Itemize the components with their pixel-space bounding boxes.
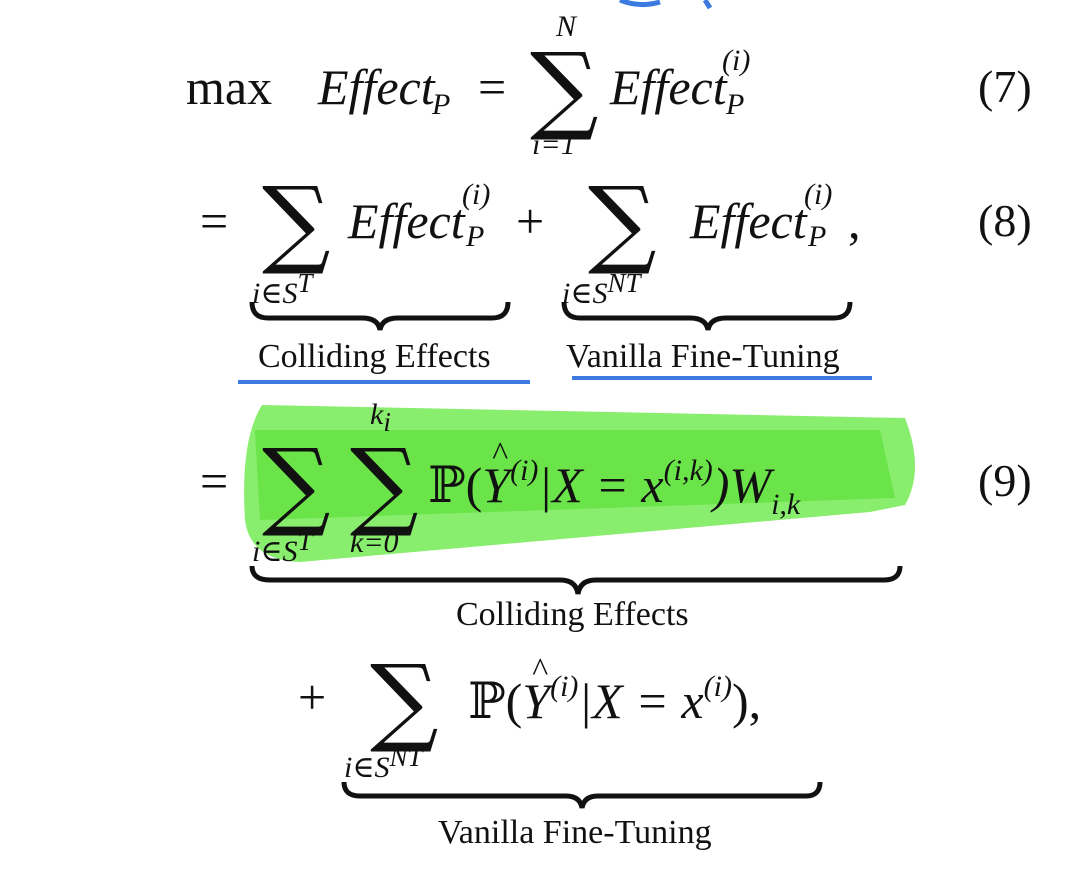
sum-2-lower-limit: k=0 (350, 526, 399, 559)
effect-rhs-sup: (i) (722, 44, 751, 77)
sum-1-lower-limit: i∈ST (252, 526, 313, 568)
sum-upper-limit: N (556, 10, 577, 43)
equals-sign: = (200, 193, 229, 249)
plus-sign: + (516, 193, 545, 249)
probability-term: ℙ(Y(i)|X = x(i,k))Wi,k (428, 438, 800, 520)
comma: , (848, 193, 861, 249)
sum-symbol-2: ∑ (588, 166, 657, 278)
equals-sign: = (478, 59, 507, 115)
underbrace-eq8-right (561, 301, 853, 331)
brace-label-colliding-effects: Colliding Effects (258, 338, 491, 375)
underbrace-eq9-right (341, 781, 823, 809)
effect-term-1-sup: (i) (462, 178, 491, 211)
annotation-scribble-top (619, 0, 661, 8)
sum-symbol-1: ∑ (262, 428, 331, 540)
effect-term-1: Effect (348, 193, 465, 249)
equation-number-9: (9) (978, 455, 1032, 506)
probability-tail-term: ℙ(Y(i)|X = x(i)), (468, 654, 761, 726)
effect-lhs: Effect (318, 59, 435, 115)
sum-symbol-3: ∑ (370, 644, 439, 756)
sum-lower-limit: i=1 (532, 128, 576, 161)
effect-rhs: Effect (610, 59, 727, 115)
annotation-scribble-top-2 (702, 0, 713, 10)
sum-symbol-1: ∑ (262, 166, 331, 278)
effect-lhs-sub: P (432, 88, 451, 121)
effect-rhs-sub: P (726, 88, 745, 121)
effect-term-2-sup: (i) (804, 178, 833, 211)
sum-3-lower-limit: i∈SNT (344, 742, 423, 784)
sum-1-lower-limit: i∈ST (252, 268, 313, 310)
equals-sign: = (200, 453, 229, 509)
underbrace-eq9-left (249, 565, 903, 595)
sum-2-upper-limit: ki (370, 398, 391, 437)
effect-term-2-sub: P (808, 220, 827, 253)
sum-symbol-2: ∑ (350, 428, 419, 540)
effect-term-2: Effect (690, 193, 807, 249)
underbrace-eq8-left (249, 301, 511, 331)
sum-2-lower-limit: i∈SNT (562, 268, 641, 310)
brace-label-colliding-effects: Colliding Effects (456, 596, 689, 633)
brace-label-vanilla-fine-tuning: Vanilla Fine-Tuning (566, 338, 840, 375)
equation-number-7: (7) (978, 61, 1032, 112)
brace-label-vanilla-fine-tuning: Vanilla Fine-Tuning (438, 814, 712, 851)
sum-symbol: ∑ (530, 32, 599, 144)
effect-term-1-sub: P (466, 220, 485, 253)
max-operator: max (186, 59, 273, 115)
highlight-eq9-core (255, 430, 895, 520)
equation-number-8: (8) (978, 195, 1032, 246)
plus-sign: + (298, 669, 327, 725)
